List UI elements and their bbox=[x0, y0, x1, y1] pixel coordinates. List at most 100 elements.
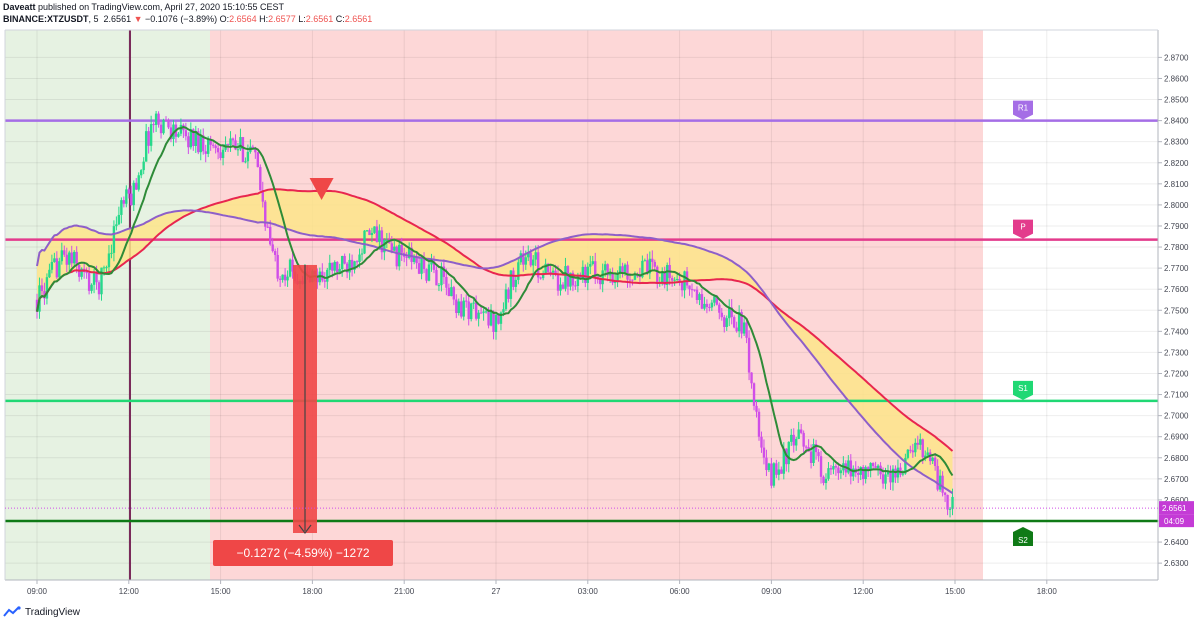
candle-body bbox=[509, 270, 513, 299]
y-tick-label: 2.8200 bbox=[1164, 159, 1189, 168]
candle-body bbox=[641, 260, 644, 278]
candle-body bbox=[63, 250, 66, 255]
candle-body bbox=[159, 124, 163, 134]
candle-body bbox=[728, 307, 731, 319]
candle-body bbox=[772, 463, 776, 486]
published-text: published on TradingView.com, April 27, … bbox=[38, 2, 285, 12]
candle-body bbox=[400, 244, 403, 253]
candle-body bbox=[380, 230, 384, 253]
candle-body bbox=[594, 261, 597, 277]
candle-body bbox=[494, 314, 498, 332]
low-label: L: bbox=[298, 14, 306, 24]
candle-body bbox=[73, 251, 76, 264]
y-tick-label: 2.8300 bbox=[1164, 138, 1189, 147]
candle-body bbox=[276, 254, 279, 279]
candle-body bbox=[179, 124, 183, 134]
y-tick-label: 2.8000 bbox=[1164, 201, 1189, 210]
candle-body bbox=[504, 289, 508, 310]
candle-body bbox=[316, 274, 319, 283]
axes: 2.8700 2.8600 2.8500 2.8400 2.8300 2.8200 2.81… bbox=[4, 29, 1194, 596]
level-tag-label: S1 bbox=[1018, 384, 1028, 393]
candle-body bbox=[792, 434, 795, 446]
candle-body bbox=[378, 230, 381, 242]
candle-body bbox=[211, 144, 215, 146]
candle-body bbox=[757, 411, 761, 437]
candle-body bbox=[221, 149, 225, 159]
measure-label-text: −0.1272 (−4.59%) −1272 bbox=[236, 546, 369, 560]
candle-body bbox=[410, 247, 413, 262]
interval-value[interactable]: 5 bbox=[93, 14, 99, 24]
candle-body bbox=[427, 264, 431, 281]
level-tag-r1 bbox=[1013, 100, 1033, 120]
change-value: −0.1076 (−3.89%) bbox=[145, 14, 218, 24]
candle-body bbox=[472, 302, 475, 304]
author-name[interactable]: Daveatt bbox=[3, 2, 36, 12]
candle-body bbox=[656, 266, 659, 284]
candle-body bbox=[911, 450, 915, 453]
candle-body bbox=[648, 258, 652, 274]
candle-body bbox=[690, 289, 694, 291]
candle-body bbox=[916, 442, 919, 445]
candle-body bbox=[291, 259, 294, 272]
symbol-name[interactable]: BINANCE:XTZUSDT bbox=[3, 14, 89, 24]
candle-body bbox=[834, 466, 838, 468]
candle-body bbox=[544, 263, 547, 274]
candle-body bbox=[487, 311, 490, 326]
bearish-session-bg bbox=[210, 30, 983, 580]
candle-body bbox=[189, 129, 193, 148]
candle-body bbox=[599, 277, 602, 285]
candle-body bbox=[646, 260, 649, 274]
measure-tool[interactable]: −0.1272 (−4.59%) −1272 bbox=[213, 264, 393, 566]
candle-body bbox=[904, 457, 907, 474]
candle-body bbox=[474, 302, 478, 319]
y-tick-label: 2.7100 bbox=[1164, 391, 1189, 400]
candle-body bbox=[343, 255, 346, 264]
candle-body bbox=[849, 460, 852, 477]
publish-line: Daveatt published on TradingView.com, Ap… bbox=[3, 2, 284, 12]
candle-body bbox=[333, 261, 336, 271]
candle-body bbox=[489, 311, 493, 326]
candle-body bbox=[931, 457, 934, 462]
candle-body bbox=[432, 261, 436, 270]
high-label: H: bbox=[259, 14, 269, 24]
candle-body bbox=[68, 252, 71, 265]
candle-body bbox=[363, 230, 366, 254]
candle-body bbox=[398, 244, 401, 267]
candle-body bbox=[621, 266, 624, 272]
candle-body bbox=[112, 226, 116, 253]
candle-body bbox=[323, 280, 327, 282]
candle-body bbox=[385, 239, 389, 241]
candle-body bbox=[53, 258, 56, 262]
candle-body bbox=[541, 273, 545, 279]
candle-body bbox=[891, 468, 895, 483]
candle-body bbox=[457, 301, 460, 314]
candle-body bbox=[919, 439, 922, 445]
candle-body bbox=[740, 312, 743, 334]
candle-body bbox=[675, 278, 679, 280]
candle-body bbox=[586, 266, 589, 283]
candle-body bbox=[206, 139, 210, 154]
open-value: 2.6564 bbox=[229, 14, 257, 24]
candle-body bbox=[328, 262, 331, 270]
candle-body bbox=[95, 273, 98, 283]
candle-body bbox=[770, 463, 773, 486]
candle-body bbox=[286, 276, 289, 281]
candle-body bbox=[837, 467, 840, 474]
candle-body bbox=[164, 120, 168, 122]
last-price: 2.6561 bbox=[103, 14, 132, 24]
candle-body bbox=[519, 253, 523, 263]
ohlc-line: BINANCE:XTZUSDT, 5 2.6561 ▼ −0.1076 (−3.… bbox=[3, 14, 373, 24]
candle-body bbox=[422, 258, 426, 270]
candle-body bbox=[909, 449, 912, 451]
candle-body bbox=[688, 285, 691, 290]
price-badge bbox=[1159, 501, 1194, 515]
candle-body bbox=[795, 438, 798, 446]
candle-body bbox=[633, 275, 637, 280]
countdown-badge bbox=[1159, 514, 1194, 528]
candle-body bbox=[780, 469, 783, 474]
candle-body bbox=[479, 312, 483, 314]
candle-body bbox=[48, 269, 51, 278]
candle-body bbox=[187, 136, 190, 148]
candle-body bbox=[782, 448, 786, 474]
